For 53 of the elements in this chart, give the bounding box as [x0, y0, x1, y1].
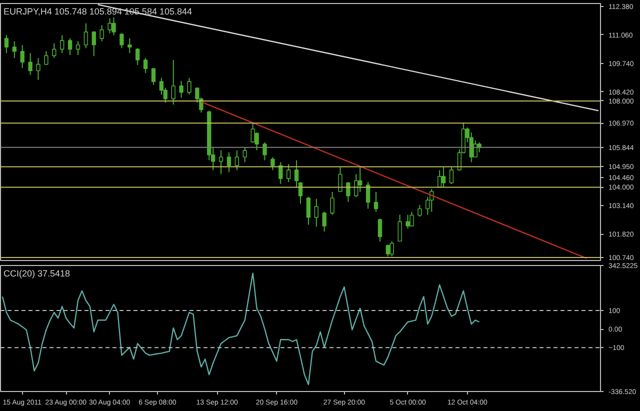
candlestick	[254, 132, 259, 151]
candlestick	[473, 140, 478, 158]
candlestick	[398, 214, 402, 242]
candlestick	[179, 80, 184, 98]
candlestick	[366, 182, 370, 210]
candlestick	[306, 196, 311, 226]
candlestick	[358, 166, 362, 192]
candlestick	[151, 67, 156, 86]
candlestick	[262, 142, 267, 161]
candlestick	[187, 77, 192, 96]
candlestick	[386, 244, 390, 257]
candlestick	[338, 166, 342, 192]
candlestick	[234, 150, 240, 171]
candlestick	[60, 34, 64, 54]
candlestick	[286, 164, 291, 183]
candlestick	[108, 18, 112, 34]
candlestick	[410, 211, 414, 228]
candlestick	[135, 48, 140, 66]
candlestick	[406, 214, 410, 230]
candlestick	[4, 34, 9, 54]
candlestick	[390, 241, 394, 257]
candlestick	[346, 182, 350, 202]
candlestick	[100, 24, 104, 42]
candlestick	[314, 198, 318, 228]
candlestick	[322, 211, 326, 232]
candlestick	[36, 58, 40, 80]
candlestick	[84, 22, 88, 49]
candlestick	[330, 191, 334, 216]
candlestick	[270, 156, 275, 171]
candlestick	[418, 204, 422, 218]
candlestick	[218, 150, 224, 175]
candlestick	[441, 166, 446, 188]
candlestick	[28, 52, 32, 76]
chart-title: EURJPY,H4 105.748 105.894 105.584 105.844	[4, 6, 192, 16]
candlestick	[76, 40, 80, 56]
candlestick	[92, 30, 96, 57]
candlestick	[171, 59, 176, 106]
candlestick	[378, 218, 382, 242]
candlestick	[20, 44, 24, 68]
candlestick	[44, 50, 48, 66]
candlestick	[374, 191, 378, 212]
candlestick	[112, 17, 116, 36]
candlestick	[128, 38, 132, 54]
candlestick	[278, 162, 283, 184]
candlestick	[12, 40, 16, 59]
candlestick	[449, 166, 454, 184]
candlestick	[226, 152, 232, 173]
candlestick	[52, 42, 56, 59]
chart-title: CCI(20) 37.5418	[4, 268, 70, 278]
candlestick	[120, 32, 124, 49]
candlestick	[242, 146, 247, 163]
candlestick	[68, 38, 72, 56]
candlestick	[143, 58, 148, 74]
